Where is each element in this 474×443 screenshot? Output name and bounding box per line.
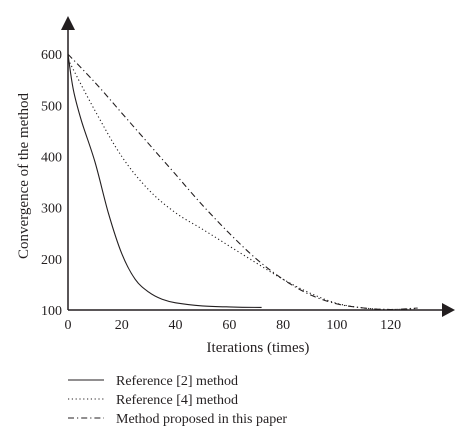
y-tick-label: 600 xyxy=(41,48,62,63)
x-tick-label: 100 xyxy=(326,318,347,333)
y-tick-label: 200 xyxy=(41,253,62,268)
legend-label-proposed-method: Method proposed in this paper xyxy=(116,412,287,427)
legend-label-reference-2: Reference [2] method xyxy=(116,374,238,389)
series-line-1 xyxy=(67,59,418,311)
series-lines xyxy=(67,53,418,311)
y-tick-label: 300 xyxy=(41,202,62,217)
x-tick-label: 0 xyxy=(65,318,72,333)
series-line-0 xyxy=(67,54,262,308)
legend: Reference [2] method Reference [4] metho… xyxy=(68,374,287,427)
y-axis-arrow-icon xyxy=(61,16,75,30)
x-axis-title: Iterations (times) xyxy=(207,340,310,356)
x-tick-label: 80 xyxy=(276,318,290,333)
series-line-2 xyxy=(67,53,418,311)
y-axis-title: Convergence of the method xyxy=(16,93,32,259)
x-tick-labels: 0 20 40 60 80 100 120 xyxy=(65,318,402,333)
x-tick-label: 20 xyxy=(115,318,129,333)
x-axis-arrow-icon xyxy=(442,303,455,317)
x-tick-label: 120 xyxy=(380,318,401,333)
legend-label-reference-4: Reference [4] method xyxy=(116,393,238,408)
x-tick-label: 60 xyxy=(222,318,236,333)
y-tick-label: 400 xyxy=(41,151,62,166)
y-tick-labels: 100 200 300 400 500 600 xyxy=(41,48,62,319)
y-tick-label: 500 xyxy=(41,99,62,114)
y-tick-label: 100 xyxy=(41,304,62,319)
x-tick-label: 40 xyxy=(169,318,183,333)
